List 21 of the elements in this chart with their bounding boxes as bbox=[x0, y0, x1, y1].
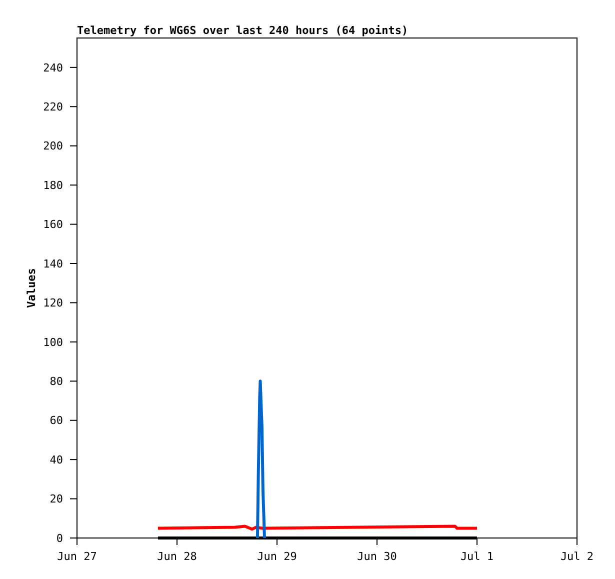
x-tick-label: Jun 27 bbox=[57, 550, 97, 563]
y-tick-label: 220 bbox=[43, 100, 63, 114]
y-tick-label: 160 bbox=[43, 218, 63, 232]
y-tick-label: 200 bbox=[43, 140, 63, 153]
chart-title: Telemetry for WG6S over last 240 hours (64 points) bbox=[77, 24, 408, 37]
x-tick-label: Jun 29 bbox=[257, 550, 297, 563]
x-tick-label: Jun 30 bbox=[357, 550, 397, 563]
y-axis-title: Values bbox=[25, 268, 38, 308]
x-tick-label: Jul 2 bbox=[560, 550, 594, 563]
y-tick-label: 140 bbox=[43, 257, 63, 270]
y-tick-label: 120 bbox=[43, 296, 63, 310]
y-tick-label: 0 bbox=[56, 532, 63, 545]
x-tick-label: Jun 28 bbox=[157, 550, 197, 563]
y-tick-label: 240 bbox=[43, 61, 63, 74]
y-tick-label: 20 bbox=[50, 492, 63, 506]
y-tick-label: 40 bbox=[50, 453, 63, 466]
x-tick-label: Jul 1 bbox=[460, 550, 494, 563]
y-tick-label: 100 bbox=[43, 336, 63, 349]
y-tick-label: 180 bbox=[43, 178, 63, 192]
y-tick-label: 80 bbox=[50, 374, 63, 388]
y-tick-label: 60 bbox=[50, 414, 63, 428]
